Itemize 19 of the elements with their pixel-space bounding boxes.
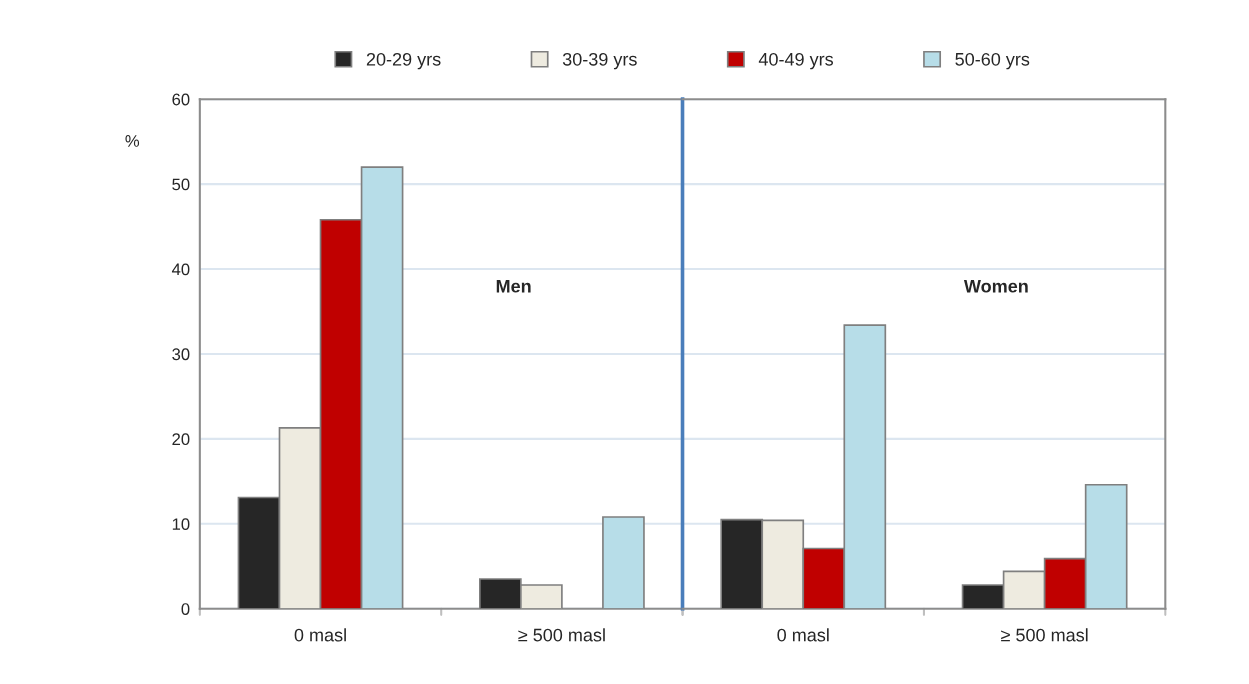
y-axis-title: % xyxy=(125,135,140,147)
legend-label: 30-39 yrs xyxy=(562,52,637,70)
annotation: Women xyxy=(963,279,1028,293)
legend-label: 40-49 yrs xyxy=(758,52,834,70)
y-tick-label: 50 xyxy=(172,178,190,191)
legend-label: 20-29 yrs xyxy=(366,52,441,70)
y-tick-label: 20 xyxy=(172,433,190,446)
y-tick-label: 40 xyxy=(171,263,190,276)
x-tick-label: 0 masl xyxy=(294,628,346,642)
x-tick-label: ≥ 500 masl xyxy=(1001,628,1088,642)
legend-label: 50-60 yrs xyxy=(955,52,1030,70)
bar xyxy=(602,516,645,609)
annotation: Men xyxy=(496,279,531,293)
y-tick-label: 30 xyxy=(172,348,190,361)
x-tick-label: 0 masl xyxy=(777,628,829,642)
y-tick-label: 60 xyxy=(172,93,190,106)
x-tick-label: ≥ 500 masl xyxy=(518,628,605,642)
y-tick-label: 0 xyxy=(181,603,190,615)
y-tick-label: 10 xyxy=(172,518,190,531)
